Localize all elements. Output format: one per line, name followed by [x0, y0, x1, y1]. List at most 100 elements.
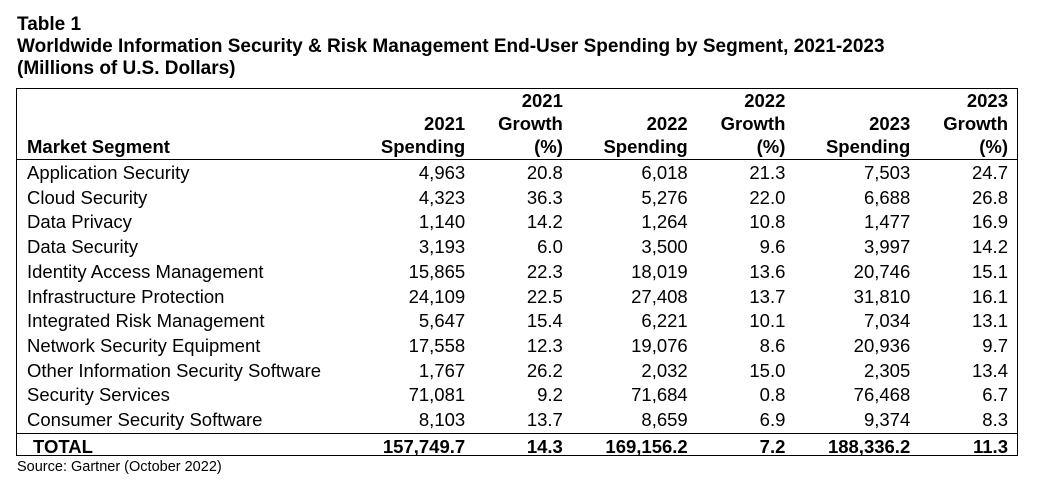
col-header-2023-spending: 2023 Spending	[794, 89, 920, 160]
cell-market-segment: Infrastructure Protection	[27, 285, 225, 307]
cell-2023-growth: 6.7	[982, 384, 1008, 406]
cell-2022-growth: 6.9	[759, 409, 786, 431]
total-2023-growth: 11.3	[919, 432, 1017, 460]
cell-2023-spending: 1,477	[863, 211, 911, 233]
col-header-2023-growth: 2023 Growth (%)	[919, 89, 1017, 160]
cell-2022-growth: 10.1	[749, 310, 786, 332]
spending-table: Market Segment 2021 Spending 2021 Growth (%…	[17, 89, 1017, 460]
table-row: Integrated Risk Management 5,647 15.4 6,221…	[17, 309, 1017, 334]
cell-2021-spending: 1,140	[418, 211, 466, 233]
cell-2021-growth: 20.8	[526, 162, 563, 183]
cell-2022-growth: 8.6	[759, 334, 786, 356]
cell-2022-growth: 13.7	[749, 285, 786, 307]
cell-2021-spending: 1,767	[418, 359, 466, 381]
cell-2021-growth: 9.2	[537, 384, 563, 406]
cell-2021-spending: 15,865	[408, 260, 466, 282]
table-row: Security Services 71,081 9.2 71,684 0.8 76,46…	[17, 383, 1017, 408]
cell-2021-growth: 6.0	[537, 236, 563, 258]
cell-2023-spending: 7,503	[863, 162, 911, 183]
cell-2022-growth: 9.6	[759, 236, 786, 258]
cell-2023-spending: 20,746	[853, 260, 911, 282]
total-2021-growth: 14.3	[474, 432, 572, 460]
cell-2022-spending: 19,076	[631, 334, 688, 356]
table-row: Application Security 4,963 20.8 6,018 21.3 7,…	[17, 160, 1017, 186]
table-row: Identity Access Management 15,865 22.3 18,0…	[17, 260, 1017, 285]
cell-2021-growth: 22.3	[526, 260, 563, 282]
cell-2022-growth: 0.8	[759, 384, 786, 406]
source-note: Source: Gartner (October 2022)	[17, 459, 222, 475]
table-title: Worldwide Information Security & Risk Ma…	[17, 36, 885, 57]
cell-2022-growth: 10.8	[749, 211, 786, 233]
table-row: Data Security 3,193 6.0 3,500 9.6 3,997 14.2	[17, 235, 1017, 260]
cell-2022-growth: 21.3	[749, 162, 786, 183]
cell-2023-spending: 7,034	[863, 310, 911, 332]
cell-market-segment: Cloud Security	[27, 186, 148, 208]
cell-2022-growth: 22.0	[749, 186, 786, 208]
cell-market-segment: Integrated Risk Management	[27, 310, 265, 332]
col-header-2021-spending: 2021 Spending	[354, 89, 475, 160]
cell-market-segment: Security Services	[27, 384, 170, 406]
cell-market-segment: Data Privacy	[27, 211, 132, 233]
cell-2022-spending: 71,684	[631, 384, 688, 406]
total-2022-spending: 169,156.2	[571, 432, 697, 460]
cell-2023-growth: 26.8	[971, 186, 1008, 208]
cell-2021-growth: 14.2	[526, 211, 563, 233]
cell-2021-spending: 5,647	[418, 310, 466, 332]
total-row: TOTAL 157,749.7 14.3 169,156.2 7.2 188,3…	[17, 432, 1017, 460]
table-row: Network Security Equipment 17,558 12.3 19,0…	[17, 334, 1017, 359]
cell-market-segment: Other Information Security Software	[27, 359, 322, 381]
cell-2023-spending: 76,468	[853, 384, 911, 406]
cell-market-segment: Network Security Equipment	[27, 334, 261, 356]
cell-2022-spending: 8,659	[641, 409, 688, 431]
cell-2023-growth: 8.3	[982, 409, 1008, 431]
total-label: TOTAL	[17, 432, 355, 460]
cell-market-segment: Consumer Security Software	[27, 409, 263, 431]
cell-2021-spending: 4,963	[418, 162, 466, 183]
cell-2022-spending: 27,408	[631, 285, 688, 307]
cell-2023-spending: 20,936	[853, 334, 911, 356]
cell-2021-growth: 22.5	[526, 285, 563, 307]
cell-2021-growth: 15.4	[526, 310, 563, 332]
total-2022-growth: 7.2	[696, 432, 795, 460]
col-header-2021-growth: 2021 Growth (%)	[474, 89, 572, 160]
cell-2022-spending: 6,221	[641, 310, 688, 332]
cell-2023-growth: 9.7	[982, 334, 1008, 356]
cell-2023-growth: 16.9	[971, 211, 1008, 233]
table-row: Infrastructure Protection 24,109 22.5 27,40…	[17, 285, 1017, 310]
cell-2021-growth: 36.3	[526, 186, 563, 208]
cell-2023-growth: 14.2	[971, 236, 1008, 258]
cell-2021-spending: 17,558	[408, 334, 466, 356]
cell-2023-growth: 24.7	[971, 162, 1008, 183]
cell-2023-growth: 13.1	[971, 310, 1008, 332]
cell-2023-spending: 9,374	[863, 409, 911, 431]
col-header-2022-spending: 2022 Spending	[571, 89, 697, 160]
header-row: Market Segment 2021 Spending 2021 Growth (%…	[17, 89, 1017, 160]
table-row: Data Privacy 1,140 14.2 1,264 10.8 1,477 16.9	[17, 210, 1017, 235]
cell-2022-spending: 2,032	[641, 359, 688, 381]
col-header-market-segment: Market Segment	[17, 89, 355, 160]
cell-2023-growth: 13.4	[971, 359, 1008, 381]
cell-2021-spending: 71,081	[408, 384, 466, 406]
cell-2021-growth: 12.3	[526, 334, 563, 356]
cell-2021-spending: 3,193	[418, 236, 466, 258]
cell-2021-spending: 24,109	[408, 285, 466, 307]
cell-2023-growth: 16.1	[971, 285, 1008, 307]
table-units: (Millions of U.S. Dollars)	[17, 58, 236, 79]
col-header-2022-growth: 2022 Growth (%)	[696, 89, 795, 160]
cell-2022-growth: 15.0	[749, 359, 786, 381]
cell-2021-growth: 26.2	[526, 359, 563, 381]
cell-2021-spending: 4,323	[418, 186, 466, 208]
cell-2022-growth: 13.6	[749, 260, 786, 282]
spending-table-frame: Market Segment 2021 Spending 2021 Growth (%…	[16, 88, 1018, 460]
cell-2022-spending: 5,276	[641, 186, 688, 208]
table-body: Application Security 4,963 20.8 6,018 21.3 7,…	[17, 160, 1017, 434]
table-row: Consumer Security Software 8,103 13.7 8,659…	[17, 408, 1017, 433]
table-row: Cloud Security 4,323 36.3 5,276 22.0 6,688 26.…	[17, 186, 1017, 211]
cell-2022-spending: 6,018	[641, 162, 688, 183]
cell-2021-spending: 8,103	[418, 409, 466, 431]
cell-2022-spending: 1,264	[641, 211, 688, 233]
cell-market-segment: Application Security	[27, 162, 190, 183]
cell-2022-spending: 3,500	[641, 236, 688, 258]
table-label: Table 1	[17, 14, 82, 35]
cell-2023-spending: 6,688	[863, 186, 911, 208]
